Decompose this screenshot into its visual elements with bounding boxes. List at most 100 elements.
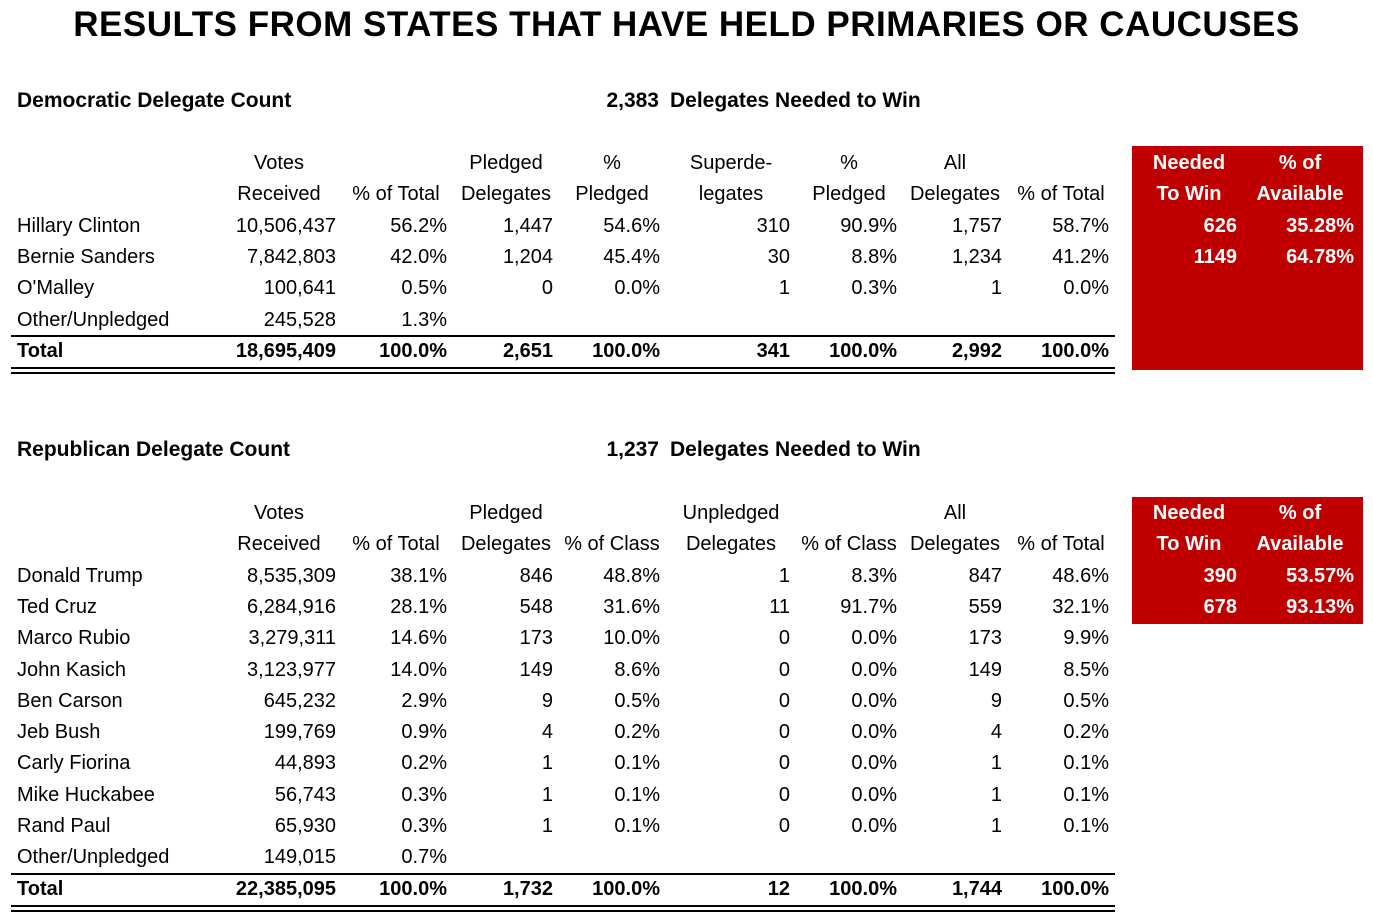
total-cell: 100.0% — [829, 877, 897, 900]
table-cell: 199,769 — [263, 721, 336, 744]
table-row: Rand Paul 65,930 0.3% 1 0.1% 0 0.0% 1 0.1% — [0, 811, 1120, 842]
panel-header: Available — [1256, 183, 1344, 206]
table-row: John Kasich 3,123,977 14.0% 149 8.6% 0 0.0% 149… — [0, 655, 1120, 686]
table-cell: 8.5% — [1063, 658, 1109, 681]
table-cell: 9.9% — [1063, 627, 1109, 650]
table-cell: 8.8% — [851, 245, 897, 268]
panel-header: To Win — [1156, 533, 1222, 556]
candidate-name: Hillary Clinton — [17, 214, 141, 237]
candidate-name: Carly Fiorina — [17, 752, 131, 775]
table-cell: 1 — [541, 815, 553, 837]
table-cell: 9 — [541, 689, 553, 712]
table-cell: 0.0% — [851, 815, 897, 837]
table-cell: 56,743 — [274, 783, 336, 806]
candidate-name: Other/Unpledged — [17, 308, 170, 331]
table-row: Other/Unpledged 149,015 0.7% — [0, 842, 1120, 873]
table-cell: 65,930 — [274, 815, 336, 837]
column-header: legates — [698, 183, 764, 206]
table-cell: 0.0% — [851, 689, 897, 712]
table-cell: 0.3% — [401, 783, 447, 806]
table-cell: 847 — [968, 564, 1002, 587]
table-cell: 1.3% — [401, 308, 447, 331]
column-header: % of Total — [352, 533, 440, 556]
table-cell: 0.1% — [1063, 815, 1109, 837]
table-cell: 1,757 — [951, 214, 1002, 237]
table-cell: 1,204 — [502, 245, 553, 268]
table-row: Other/Unpledged 245,528 1.3% — [0, 305, 1120, 336]
total-cell: 2,651 — [502, 339, 553, 362]
table-cell: 10,506,437 — [235, 214, 336, 237]
table-cell: 0 — [778, 752, 790, 775]
total-bottom-double-rule — [11, 904, 1115, 912]
table-cell: 0.5% — [614, 689, 660, 712]
table-cell: 0.0% — [1063, 277, 1109, 300]
table-cell: 0.0% — [851, 752, 897, 775]
total-cell: 100.0% — [379, 877, 447, 900]
table-row: O'Malley 100,641 0.5% 0 0.0% 1 0.3% 1 0.0% — [0, 273, 1120, 304]
table-cell: 548 — [519, 595, 553, 618]
column-header: % — [840, 152, 858, 174]
table-cell: 45.4% — [603, 245, 660, 268]
table-cell: 846 — [519, 564, 553, 587]
table-cell: 58.7% — [1052, 214, 1109, 237]
table-row: Mike Huckabee 56,743 0.3% 1 0.1% 0 0.0% 1 0.1% — [0, 780, 1120, 811]
table-cell: 3,279,311 — [248, 627, 337, 650]
table-cell: 0.5% — [1063, 689, 1109, 712]
total-cell: 341 — [756, 339, 790, 362]
delegates-needed-number: 2,383 — [606, 89, 659, 112]
table-row: Ben Carson 645,232 2.9% 9 0.5% 0 0.0% 9 0.5% — [0, 686, 1120, 717]
candidate-name: Other/Unpledged — [17, 846, 170, 869]
table-cell: 310 — [756, 214, 790, 237]
column-header: Delegates — [909, 533, 1001, 556]
total-cell: 100.0% — [592, 339, 660, 362]
column-header: Pledged — [469, 152, 543, 174]
total-bottom-double-rule — [11, 367, 1115, 375]
column-header: % of Total — [1017, 533, 1105, 556]
delegates-needed-number: 1,237 — [606, 438, 659, 461]
candidate-name: Ben Carson — [17, 689, 123, 712]
table-cell: 0 — [778, 627, 790, 650]
column-header: % — [603, 152, 621, 174]
total-cell: 12 — [767, 877, 790, 900]
column-header: % of Total — [1017, 183, 1105, 206]
table-cell: 8.3% — [851, 564, 897, 587]
column-header: Received — [237, 183, 321, 206]
column-header: Pledged — [469, 502, 543, 524]
table-cell: 41.2% — [1052, 245, 1109, 268]
table-row: Carly Fiorina 44,893 0.2% 1 0.1% 0 0.0% 1 0.1% — [0, 748, 1120, 779]
table-cell: 91.7% — [840, 595, 897, 618]
needed-to-win-panel: Needed % of To Win Available 390 53.57% 678 93.… — [1132, 497, 1363, 624]
table-cell: 0.0% — [614, 277, 660, 300]
table-cell: 28.1% — [390, 595, 447, 618]
table-cell: 0.1% — [614, 783, 660, 806]
column-header: Received — [237, 533, 321, 556]
table-cell: 0.2% — [1063, 721, 1109, 744]
candidate-name: Jeb Bush — [17, 721, 101, 744]
table-cell: 0 — [541, 277, 553, 300]
panel-value: 678 — [1203, 595, 1237, 618]
table-cell: 1,234 — [951, 245, 1002, 268]
table-cell: 14.0% — [390, 658, 447, 681]
delegates-needed-label: Delegates Needed to Win — [670, 438, 921, 461]
total-cell: 1,744 — [951, 877, 1002, 900]
table-cell: 149,015 — [263, 846, 336, 869]
candidate-name: Donald Trump — [17, 564, 143, 587]
column-header: % of Total — [352, 183, 440, 206]
table-cell: 645,232 — [263, 689, 336, 712]
column-header: Delegates — [460, 533, 552, 556]
table-cell: 31.6% — [603, 595, 660, 618]
total-row: Total 22,385,095 100.0% 1,732 100.0% 12 100.0%… — [0, 874, 1120, 905]
column-header: All — [943, 152, 967, 174]
column-header: Pledged — [575, 183, 649, 206]
table-cell: 0.1% — [1063, 783, 1109, 806]
column-header: % of Class — [801, 533, 897, 556]
total-row: Total 18,695,409 100.0% 2,651 100.0% 341 100.0… — [0, 336, 1120, 367]
panel-value: 390 — [1203, 564, 1237, 587]
table-cell: 0 — [778, 658, 790, 681]
table-cell: 30 — [767, 245, 790, 268]
panel-header: % of — [1278, 502, 1322, 524]
panel-header: Needed — [1152, 502, 1226, 524]
table-cell: 100,641 — [263, 277, 336, 300]
total-cell: 100.0% — [379, 339, 447, 362]
total-cell: 18,695,409 — [235, 339, 336, 362]
